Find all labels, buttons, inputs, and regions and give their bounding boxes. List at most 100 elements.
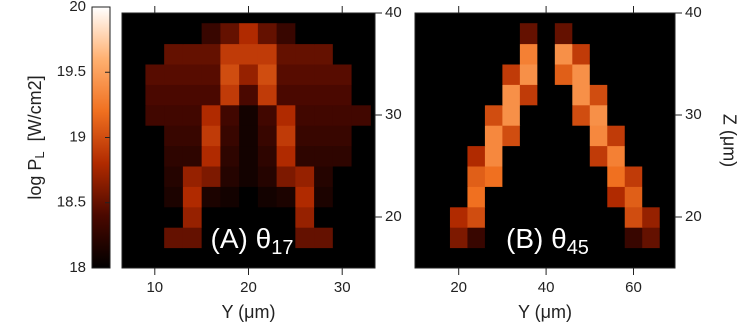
heatmap-cell [642, 64, 661, 85]
heatmap-cell [589, 23, 608, 45]
heatmap-cell [484, 43, 503, 65]
heatmap-cell [182, 227, 203, 249]
heatmap-cell [449, 145, 468, 167]
heatmap-cell [467, 23, 486, 45]
heatmap-cell [624, 23, 643, 45]
heatmap-cell [415, 23, 433, 45]
heatmap-cell [257, 166, 278, 187]
heatmap-cell [145, 206, 165, 228]
heatmap-cell [276, 23, 296, 45]
heatmap-cell [276, 125, 296, 147]
heatmap-cell [276, 227, 296, 249]
heatmap-cell [537, 145, 556, 167]
heatmap-cell [624, 186, 643, 208]
heatmap-cell [642, 145, 661, 167]
heatmap-cell [164, 64, 184, 85]
heatmap-cell [332, 125, 353, 147]
heatmap-cell [432, 43, 451, 65]
heatmap-cell [295, 64, 315, 85]
heatmap-cell [572, 64, 591, 85]
heatmap-cell [220, 145, 240, 167]
colorbar-tick-label: 19.5 [57, 63, 86, 80]
heatmap-cell [351, 64, 371, 85]
heatmap-cell [220, 84, 240, 106]
colorbar-tick-label: 20 [69, 0, 86, 15]
heatmap-cell [332, 247, 353, 269]
heatmap-cell [642, 166, 661, 187]
heatmap-cell [467, 125, 486, 147]
heatmap-cell [257, 104, 278, 126]
heatmap-cell [642, 186, 661, 208]
heatmap-cell [589, 206, 608, 228]
heatmap-cell [295, 125, 315, 147]
heatmap-cell [624, 104, 643, 126]
heatmap-cell [276, 206, 296, 228]
heatmap-cell [537, 43, 556, 65]
heatmap-panel [122, 13, 375, 269]
heatmap-cell [126, 186, 146, 208]
heatmap-cell [415, 84, 433, 106]
heatmap-cell [164, 43, 184, 65]
heatmap-cell [642, 206, 661, 228]
heatmap-cell [502, 206, 521, 228]
heatmap-cell [351, 84, 371, 106]
heatmap-cell [589, 125, 608, 147]
heatmap-cell [537, 206, 556, 228]
heatmap-cell [502, 145, 521, 167]
heatmap-cell [126, 206, 146, 228]
heatmap-cell [182, 43, 203, 65]
heatmap-cell [467, 186, 486, 208]
heatmap-cell [145, 84, 165, 106]
panel-annotation: (B) θ45 [506, 223, 589, 259]
colorbar-tick-label: 18.5 [57, 194, 86, 211]
heatmap-cell [607, 206, 626, 228]
heatmap-cell [295, 23, 315, 45]
heatmap-cell [332, 64, 353, 85]
heatmap-cell [484, 23, 503, 45]
heatmap-cell [659, 125, 676, 147]
heatmap-cell [239, 186, 259, 208]
heatmap-cell [239, 23, 259, 45]
heatmap-cell [295, 186, 315, 208]
x-tick-label: 20 [450, 279, 467, 296]
heatmap-cell [519, 166, 538, 187]
heatmap-cell [432, 247, 451, 269]
heatmap-cell [276, 186, 296, 208]
heatmap-cell [449, 23, 468, 45]
heatmap-cell [624, 247, 643, 269]
heatmap-cell [332, 166, 353, 187]
heatmap-cell [624, 64, 643, 85]
heatmap-cell [351, 166, 371, 187]
heatmap-cell [642, 247, 661, 269]
heatmap-cell [624, 166, 643, 187]
heatmap-cell [220, 186, 240, 208]
heatmap-cell [201, 227, 221, 249]
heatmap-cell [351, 125, 371, 147]
heatmap-cell [182, 206, 203, 228]
heatmap-cell [624, 43, 643, 65]
colorbar-label-main: log P [25, 159, 45, 200]
heatmap-cell [239, 64, 259, 85]
heatmap-cell [314, 166, 334, 187]
y-tick-label: 40 [385, 4, 402, 21]
heatmap-cell [332, 145, 353, 167]
annotation-text: (A) θ [211, 223, 272, 254]
heatmap-cell [484, 166, 503, 187]
heatmap-cell [314, 64, 334, 85]
heatmap-cell [554, 186, 573, 208]
heatmap-cell [295, 84, 315, 106]
plot-frame [414, 12, 676, 269]
x-axis-label: Y (μm) [221, 302, 275, 322]
heatmap-cell [659, 166, 676, 187]
heatmap-cell [659, 43, 676, 65]
colorbar-label-sub: L [32, 151, 47, 158]
heatmap-cell [484, 227, 503, 249]
heatmap-cell [467, 43, 486, 65]
heatmap-cell [295, 104, 315, 126]
heatmap-cell [332, 23, 353, 45]
heatmap-cell [449, 186, 468, 208]
heatmap-cell [537, 247, 556, 269]
heatmap-cell [554, 23, 573, 45]
heatmap-cell [415, 104, 433, 126]
heatmap-cell [239, 43, 259, 65]
